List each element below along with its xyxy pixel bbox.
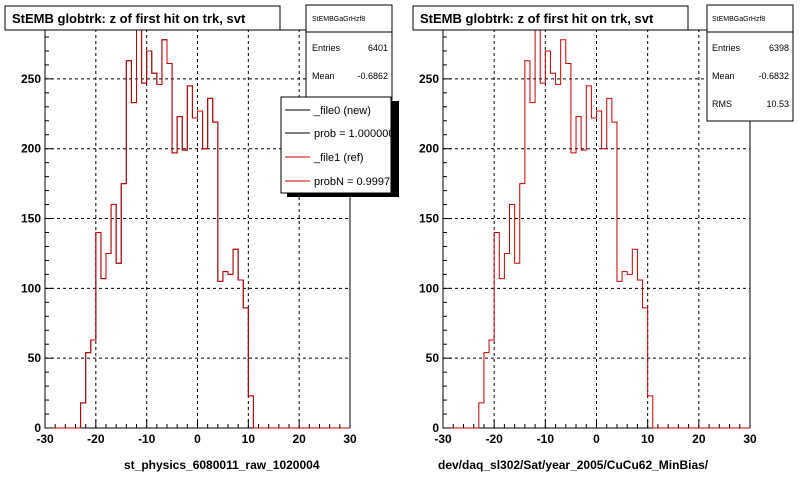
stats-name: StEMBGaGrHzf8 <box>712 16 765 23</box>
y-tick-label: 250 <box>21 72 41 86</box>
stats-box: StEMBGaGrHzf8 Entries 6398 Mean -0.6832 … <box>706 4 794 122</box>
x-tick-label: 20 <box>692 432 706 446</box>
stats-entries-label: Entries <box>712 43 741 53</box>
stats-mean-label: Mean <box>712 71 735 81</box>
histogram-series-0 <box>443 29 750 429</box>
x-tick-label: -30 <box>36 432 54 446</box>
x-tick-label: -10 <box>537 432 555 446</box>
title-box <box>4 5 281 31</box>
x-tick-label: 0 <box>593 432 600 446</box>
histogram-lines <box>45 29 350 429</box>
x-tick-label: -30 <box>434 432 452 446</box>
legend-entry-ref: _file1 (ref) <box>313 152 364 164</box>
axis-ticks <box>442 36 751 429</box>
y-tick-label: 50 <box>28 351 42 365</box>
y-tick-label: 150 <box>419 212 439 226</box>
title-box <box>412 5 689 31</box>
stats-frame <box>305 4 393 101</box>
y-tick-label: 200 <box>21 142 41 156</box>
stats-entries-label: Entries <box>312 43 341 53</box>
x-axis-label: dev/daq_sl302/Sat/year_2005/CuCu62_MinBi… <box>438 458 709 472</box>
legend-entry-prob: prob = 1.000000 <box>314 128 394 140</box>
stats-mean-value: -0.6862 <box>357 71 388 81</box>
y-tick-label: 0 <box>34 421 41 435</box>
stats-mean-label: Mean <box>312 71 335 81</box>
stats-frame <box>706 4 794 122</box>
x-tick-label: 30 <box>343 432 357 446</box>
y-tick-label: 200 <box>419 142 439 156</box>
grid-lines <box>45 30 350 428</box>
histogram-series-1 <box>45 29 350 429</box>
axis-ticks <box>44 36 351 429</box>
y-tick-label: 100 <box>419 281 439 295</box>
legend-frame <box>280 96 392 194</box>
x-tick-label: -20 <box>87 432 105 446</box>
x-tick-label: -10 <box>138 432 156 446</box>
stats-mean-value: -0.6832 <box>758 71 789 81</box>
y-tick-label: 150 <box>21 212 41 226</box>
stats-rms-value: 10.53 <box>766 99 789 109</box>
stats-box: StEMBGaGrHzf8 Entries 6401 Mean -0.6862 <box>305 4 393 101</box>
chart-title: StEMB globtrk: z of first hit on trk, sv… <box>12 11 246 26</box>
left-histogram-panel: -30 -20 -10 0 10 20 30 0 50 100 150 200 250 StEMB gl… <box>4 4 399 472</box>
tick-labels: -30 -20 -10 0 10 20 30 0 50 100 150 200 250 <box>419 72 757 446</box>
histogram-lines <box>443 29 750 429</box>
x-tick-label: 10 <box>641 432 655 446</box>
x-tick-label: -20 <box>485 432 503 446</box>
legend-entry-probn: probN = 0.99977 <box>314 176 396 188</box>
stats-entries-value: 6401 <box>368 43 388 53</box>
stats-rms-label: RMS <box>712 99 732 109</box>
tick-labels: -30 -20 -10 0 10 20 30 0 50 100 150 200 250 <box>21 72 357 446</box>
stats-entries-value: 6398 <box>769 43 789 53</box>
y-tick-label: 250 <box>419 72 439 86</box>
y-tick-label: 0 <box>432 421 439 435</box>
legend-entry-new: _file0 (new) <box>313 105 371 117</box>
right-histogram-panel: -30 -20 -10 0 10 20 30 0 50 100 150 200 250 StEMB gl… <box>412 4 794 472</box>
legend: _file0 (new) prob = 1.000000 _file1 (ref… <box>280 96 399 197</box>
y-tick-label: 100 <box>21 281 41 295</box>
y-tick-label: 50 <box>426 351 440 365</box>
x-tick-label: 0 <box>194 432 201 446</box>
x-tick-label: 20 <box>292 432 306 446</box>
x-tick-label: 10 <box>242 432 256 446</box>
stats-name: StEMBGaGrHzf8 <box>312 16 365 23</box>
chart-title: StEMB globtrk: z of first hit on trk, sv… <box>420 11 654 26</box>
x-tick-label: 30 <box>743 432 757 446</box>
x-axis-label: st_physics_6080011_raw_1020004 <box>124 458 320 472</box>
